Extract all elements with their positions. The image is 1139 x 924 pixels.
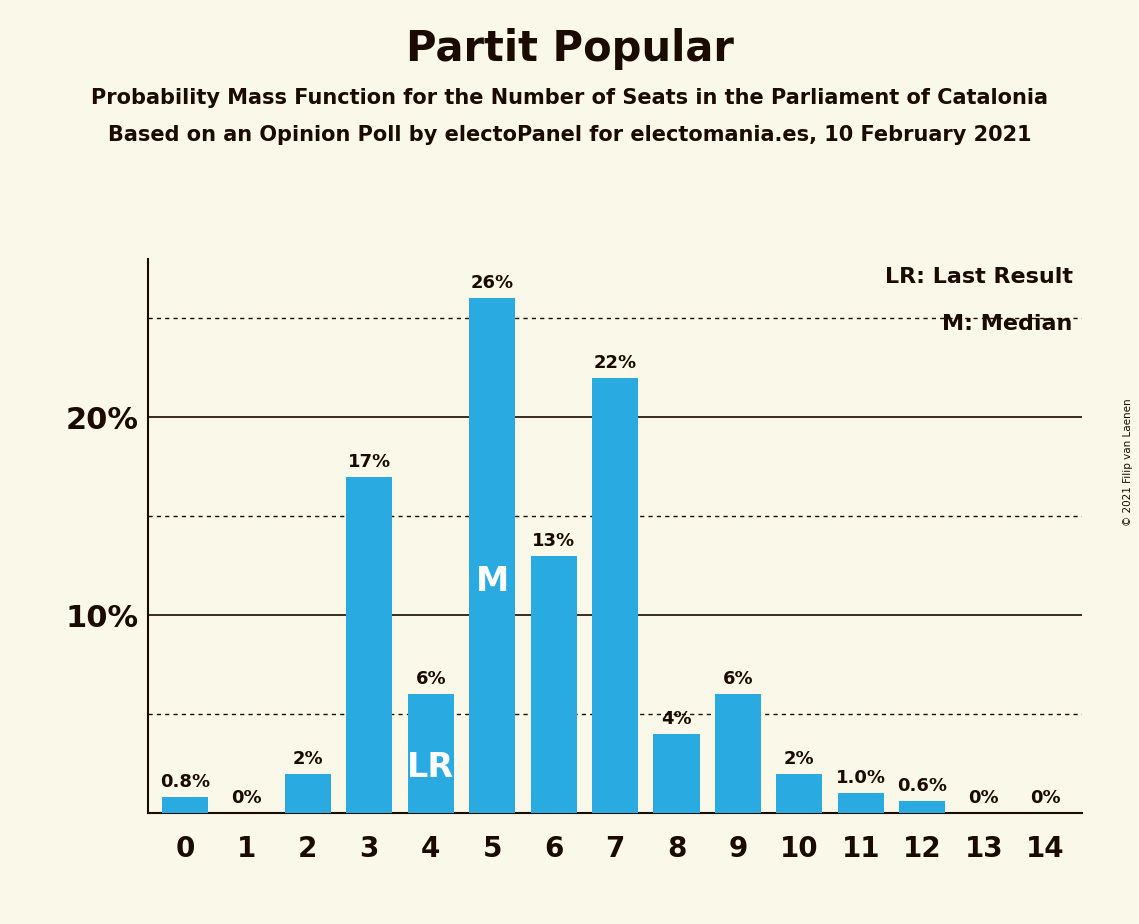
Bar	[469, 298, 515, 813]
Bar	[408, 694, 453, 813]
Text: 2%: 2%	[293, 749, 323, 768]
Text: 17%: 17%	[347, 453, 391, 470]
Text: 0%: 0%	[231, 789, 262, 808]
Bar	[900, 801, 945, 813]
Text: 0.8%: 0.8%	[159, 773, 210, 791]
Text: 0%: 0%	[968, 789, 999, 808]
Bar	[777, 773, 822, 813]
Text: LR: LR	[407, 751, 454, 784]
Text: 0%: 0%	[1030, 789, 1060, 808]
Bar	[592, 378, 638, 813]
Text: 22%: 22%	[593, 354, 637, 371]
Bar	[838, 794, 884, 813]
Text: 6%: 6%	[416, 671, 446, 688]
Bar	[162, 797, 208, 813]
Bar	[715, 694, 761, 813]
Text: © 2021 Filip van Laenen: © 2021 Filip van Laenen	[1123, 398, 1133, 526]
Text: 1.0%: 1.0%	[836, 770, 886, 787]
Bar	[531, 555, 576, 813]
Text: Partit Popular: Partit Popular	[405, 28, 734, 69]
Text: 13%: 13%	[532, 532, 575, 550]
Text: 2%: 2%	[784, 749, 814, 768]
Text: 4%: 4%	[662, 710, 691, 728]
Text: 0.6%: 0.6%	[898, 777, 948, 796]
Text: M: M	[476, 565, 509, 598]
Text: 6%: 6%	[722, 671, 753, 688]
Text: M: Median: M: Median	[942, 314, 1073, 334]
Text: Based on an Opinion Poll by electoPanel for electomania.es, 10 February 2021: Based on an Opinion Poll by electoPanel …	[108, 125, 1031, 145]
Text: Probability Mass Function for the Number of Seats in the Parliament of Catalonia: Probability Mass Function for the Number…	[91, 88, 1048, 108]
Bar	[346, 477, 392, 813]
Bar	[654, 734, 699, 813]
Text: LR: Last Result: LR: Last Result	[885, 267, 1073, 287]
Text: 26%: 26%	[470, 274, 514, 292]
Bar	[285, 773, 330, 813]
